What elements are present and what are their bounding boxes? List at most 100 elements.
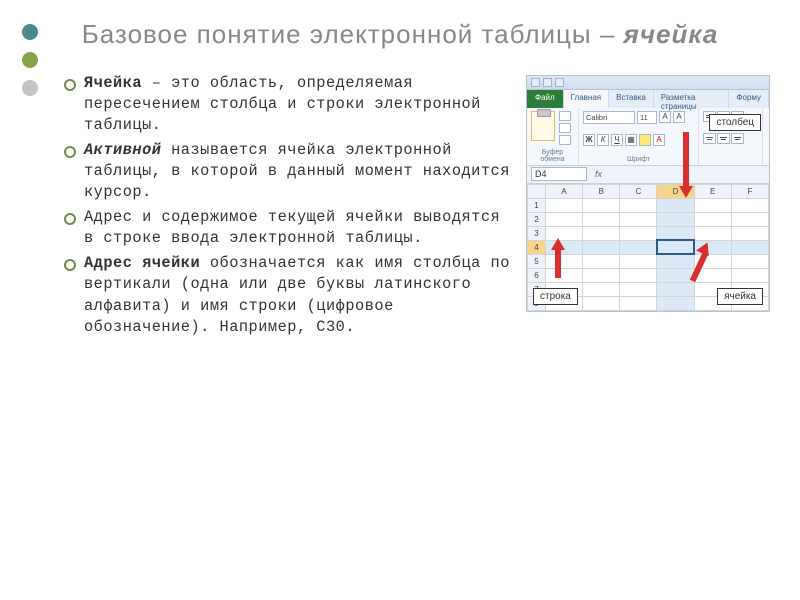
- row-header-5[interactable]: 5: [528, 254, 546, 268]
- cell-C6[interactable]: [620, 268, 657, 282]
- content-area: Ячейка – это область, определяемая перес…: [30, 73, 770, 342]
- align-center-icon[interactable]: [717, 133, 730, 144]
- font-group-title: Шрифт: [583, 155, 694, 163]
- cell-F4[interactable]: [731, 240, 768, 254]
- bullet-item-4: Адрес ячейки обозначается как имя столбц…: [62, 253, 514, 337]
- cell-C7[interactable]: [620, 282, 657, 296]
- title-emphasis: ячейка: [624, 19, 719, 49]
- cell-B2[interactable]: [583, 212, 620, 226]
- dot-3: [22, 80, 38, 96]
- col-header-B[interactable]: B: [583, 184, 620, 198]
- qat-save-icon: [531, 78, 540, 87]
- cell-F6[interactable]: [731, 268, 768, 282]
- row-header-6[interactable]: 6: [528, 268, 546, 282]
- cell-D1[interactable]: [657, 198, 694, 212]
- name-box[interactable]: D4: [531, 167, 587, 181]
- cell-B1[interactable]: [583, 198, 620, 212]
- bullet-item-2: Активной называется ячейка электронной т…: [62, 140, 514, 203]
- cell-D8[interactable]: [657, 296, 694, 310]
- align-left-icon[interactable]: [703, 133, 716, 144]
- cell-C4[interactable]: [620, 240, 657, 254]
- cell-B8[interactable]: [583, 296, 620, 310]
- formula-bar-row: D4 fx: [527, 166, 769, 184]
- cell-C1[interactable]: [620, 198, 657, 212]
- qat-undo-icon: [543, 78, 552, 87]
- increase-font-icon[interactable]: A: [659, 111, 671, 123]
- col-header-C[interactable]: C: [620, 184, 657, 198]
- tab-file[interactable]: Файл: [527, 90, 564, 108]
- bullet-item-1: Ячейка – это область, определяемая перес…: [62, 73, 514, 136]
- excel-screenshot: Файл Главная Вставка Разметка страницы Ф…: [526, 75, 770, 312]
- cell-B7[interactable]: [583, 282, 620, 296]
- col-header-E[interactable]: E: [694, 184, 731, 198]
- col-header-F[interactable]: F: [731, 184, 768, 198]
- quick-access-toolbar: [527, 76, 769, 90]
- qat-redo-icon: [555, 78, 564, 87]
- underline-button[interactable]: Ч: [611, 134, 623, 146]
- bold-button[interactable]: Ж: [583, 134, 595, 146]
- cell-D2[interactable]: [657, 212, 694, 226]
- cell-E1[interactable]: [694, 198, 731, 212]
- row-header-4[interactable]: 4: [528, 240, 546, 254]
- cell-C5[interactable]: [620, 254, 657, 268]
- cell-A2[interactable]: [546, 212, 583, 226]
- cell-F5[interactable]: [731, 254, 768, 268]
- cell-D6[interactable]: [657, 268, 694, 282]
- row-header-1[interactable]: 1: [528, 198, 546, 212]
- cell-C2[interactable]: [620, 212, 657, 226]
- cell-B6[interactable]: [583, 268, 620, 282]
- slide: Базовое понятие электронной таблицы – яч…: [0, 0, 800, 600]
- callout-row: строка: [533, 288, 578, 305]
- border-button[interactable]: ▦: [625, 134, 637, 146]
- bullet-list: Ячейка – это область, определяемая перес…: [62, 73, 514, 338]
- cell-F3[interactable]: [731, 226, 768, 240]
- cell-A5[interactable]: [546, 254, 583, 268]
- text-column: Ячейка – это область, определяемая перес…: [30, 73, 514, 342]
- fx-icon[interactable]: fx: [595, 169, 602, 179]
- cell-D5[interactable]: [657, 254, 694, 268]
- fill-color-button[interactable]: [639, 134, 651, 146]
- tab-layout[interactable]: Разметка страницы: [654, 90, 730, 108]
- cut-icon[interactable]: [559, 111, 571, 121]
- cell-A6[interactable]: [546, 268, 583, 282]
- tab-home[interactable]: Главная: [564, 90, 609, 108]
- cell-A1[interactable]: [546, 198, 583, 212]
- cell-D3[interactable]: [657, 226, 694, 240]
- cell-B5[interactable]: [583, 254, 620, 268]
- tab-insert[interactable]: Вставка: [609, 90, 654, 108]
- ribbon-tabs: Файл Главная Вставка Разметка страницы Ф…: [527, 90, 769, 108]
- slide-title: Базовое понятие электронной таблицы – яч…: [30, 18, 770, 51]
- dot-2: [22, 52, 38, 68]
- italic-button[interactable]: К: [597, 134, 609, 146]
- dot-1: [22, 24, 38, 40]
- cell-F1[interactable]: [731, 198, 768, 212]
- clipboard-group-title: Буфер обмена: [531, 148, 574, 163]
- cell-B3[interactable]: [583, 226, 620, 240]
- decorative-dots: [22, 24, 38, 96]
- cell-C8[interactable]: [620, 296, 657, 310]
- copy-icon[interactable]: [559, 123, 571, 133]
- select-all-corner[interactable]: [528, 184, 546, 198]
- cell-C3[interactable]: [620, 226, 657, 240]
- cell-B4[interactable]: [583, 240, 620, 254]
- tab-formulas[interactable]: Форму: [729, 90, 769, 108]
- font-color-button[interactable]: A: [653, 134, 665, 146]
- format-painter-icon[interactable]: [559, 135, 571, 145]
- cell-F2[interactable]: [731, 212, 768, 226]
- ribbon-group-clipboard: Буфер обмена: [527, 108, 579, 165]
- row-header-2[interactable]: 2: [528, 212, 546, 226]
- font-name-selector[interactable]: Calibri: [583, 111, 635, 124]
- font-size-selector[interactable]: 11: [637, 111, 657, 124]
- callout-cell: ячейка: [717, 288, 763, 305]
- cell-D4[interactable]: [657, 240, 694, 254]
- decrease-font-icon[interactable]: A: [673, 111, 685, 123]
- col-header-A[interactable]: A: [546, 184, 583, 198]
- image-column: Файл Главная Вставка Разметка страницы Ф…: [526, 73, 770, 312]
- row-header-3[interactable]: 3: [528, 226, 546, 240]
- paste-icon[interactable]: [531, 111, 555, 141]
- cell-E3[interactable]: [694, 226, 731, 240]
- bullet-item-3: Адрес и содержимое текущей ячейки выводя…: [62, 207, 514, 249]
- cell-D7[interactable]: [657, 282, 694, 296]
- align-right-icon[interactable]: [731, 133, 744, 144]
- cell-E2[interactable]: [694, 212, 731, 226]
